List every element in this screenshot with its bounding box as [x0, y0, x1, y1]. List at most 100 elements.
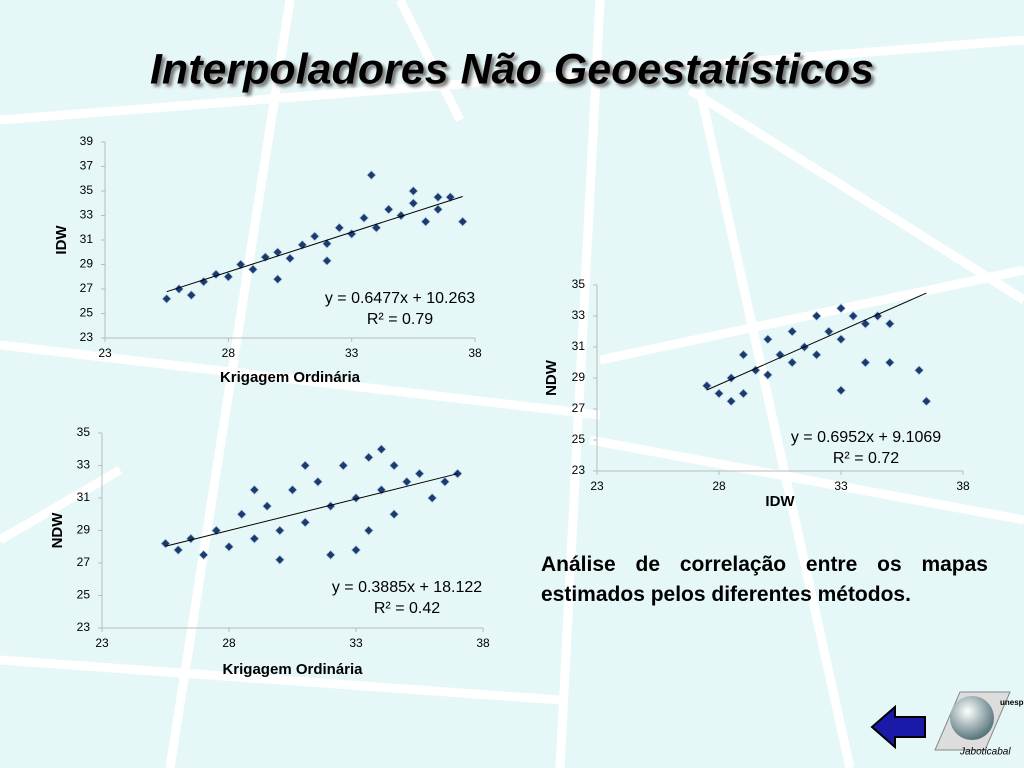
point — [432, 204, 444, 215]
y-tick-label: 33 — [80, 208, 94, 222]
y-tick-label: 23 — [77, 620, 91, 634]
point — [321, 238, 333, 249]
point — [312, 476, 323, 487]
y-tick-label: 25 — [80, 306, 94, 320]
y-tick-label: 25 — [572, 432, 586, 446]
x-tick-label: 38 — [476, 636, 490, 650]
point — [383, 204, 394, 215]
x-axis-label: Krigagem Ordinária — [222, 661, 363, 678]
point — [787, 326, 798, 337]
point — [848, 310, 859, 322]
annotation: y = 0.6477x + 10.263 — [325, 290, 475, 307]
x-tick-label: 23 — [95, 636, 109, 650]
point — [376, 444, 387, 455]
y-tick-label: 27 — [80, 281, 94, 295]
y-tick-label: 35 — [77, 425, 91, 439]
point — [272, 247, 283, 258]
point — [371, 222, 382, 233]
y-tick-label: 29 — [77, 523, 91, 537]
trendline — [706, 292, 927, 391]
point — [762, 369, 773, 380]
point — [811, 349, 822, 360]
y-tick-label: 35 — [80, 183, 94, 197]
point — [835, 334, 847, 345]
x-tick-label: 23 — [98, 346, 112, 360]
point — [223, 541, 235, 552]
point — [713, 388, 725, 399]
slide-title: Interpoladores Não Geoestatísticos — [150, 45, 874, 93]
point — [321, 255, 333, 266]
y-tick-label: 25 — [77, 588, 91, 602]
point — [811, 310, 822, 322]
point — [787, 357, 798, 368]
y-tick-label: 29 — [572, 370, 586, 384]
point — [452, 468, 463, 479]
point — [701, 380, 712, 391]
x-tick-label: 28 — [222, 346, 236, 360]
point — [884, 357, 895, 368]
point — [835, 385, 847, 396]
point — [284, 253, 296, 264]
point — [726, 396, 737, 407]
point — [272, 274, 283, 285]
point — [173, 544, 184, 556]
point — [408, 185, 419, 197]
point — [432, 192, 444, 203]
point — [300, 517, 311, 528]
point — [223, 271, 234, 282]
point — [262, 501, 273, 512]
point — [249, 484, 260, 495]
point — [921, 396, 932, 407]
annotation: y = 0.3885x + 18.122 — [332, 579, 482, 596]
x-axis-label: Krigagem Ordinária — [220, 369, 361, 386]
y-tick-label: 37 — [80, 159, 94, 173]
scatter-chart: 23 25 27 29 31 33 35 23 28 33 38 y = 0.3885x + 18.1… — [49, 425, 490, 678]
point — [334, 222, 345, 233]
point — [235, 259, 246, 270]
point — [198, 276, 209, 287]
point — [738, 349, 749, 360]
annotation: y = 0.6952x + 9.1069 — [791, 429, 941, 446]
point — [914, 365, 925, 376]
x-tick-label: 33 — [834, 479, 848, 493]
back-button[interactable] — [870, 704, 926, 750]
point — [457, 216, 468, 227]
point — [420, 216, 431, 227]
y-axis-label: NDW — [543, 359, 560, 396]
annotation: R² = 0.79 — [367, 311, 433, 328]
point — [161, 293, 172, 304]
point — [439, 476, 450, 487]
point — [325, 549, 336, 560]
point — [346, 228, 357, 239]
point — [274, 554, 285, 565]
y-tick-label: 27 — [77, 555, 91, 569]
x-tick-label: 23 — [590, 479, 604, 493]
point — [884, 318, 895, 329]
point — [366, 170, 377, 181]
y-tick-label: 39 — [80, 134, 94, 148]
annotation: R² = 0.72 — [833, 450, 899, 467]
y-tick-label: 23 — [80, 330, 94, 344]
point — [738, 388, 749, 399]
y-tick-label: 31 — [77, 490, 91, 504]
point — [835, 303, 847, 314]
point — [358, 212, 370, 224]
point — [247, 264, 259, 275]
y-tick-label: 23 — [572, 463, 586, 477]
y-axis-label: IDW — [53, 225, 70, 255]
y-tick-label: 35 — [572, 277, 586, 291]
logo: unesp Jaboticabal — [934, 691, 1024, 758]
point — [186, 290, 197, 301]
point — [274, 525, 285, 536]
logo-top: unesp — [1000, 698, 1024, 707]
y-tick-label: 33 — [572, 308, 586, 322]
point — [427, 492, 438, 504]
point — [350, 492, 362, 504]
logo-bottom: Jaboticabal — [959, 747, 1011, 758]
point — [414, 468, 425, 479]
point — [350, 544, 362, 556]
point — [395, 210, 407, 221]
x-tick-label: 28 — [712, 479, 726, 493]
